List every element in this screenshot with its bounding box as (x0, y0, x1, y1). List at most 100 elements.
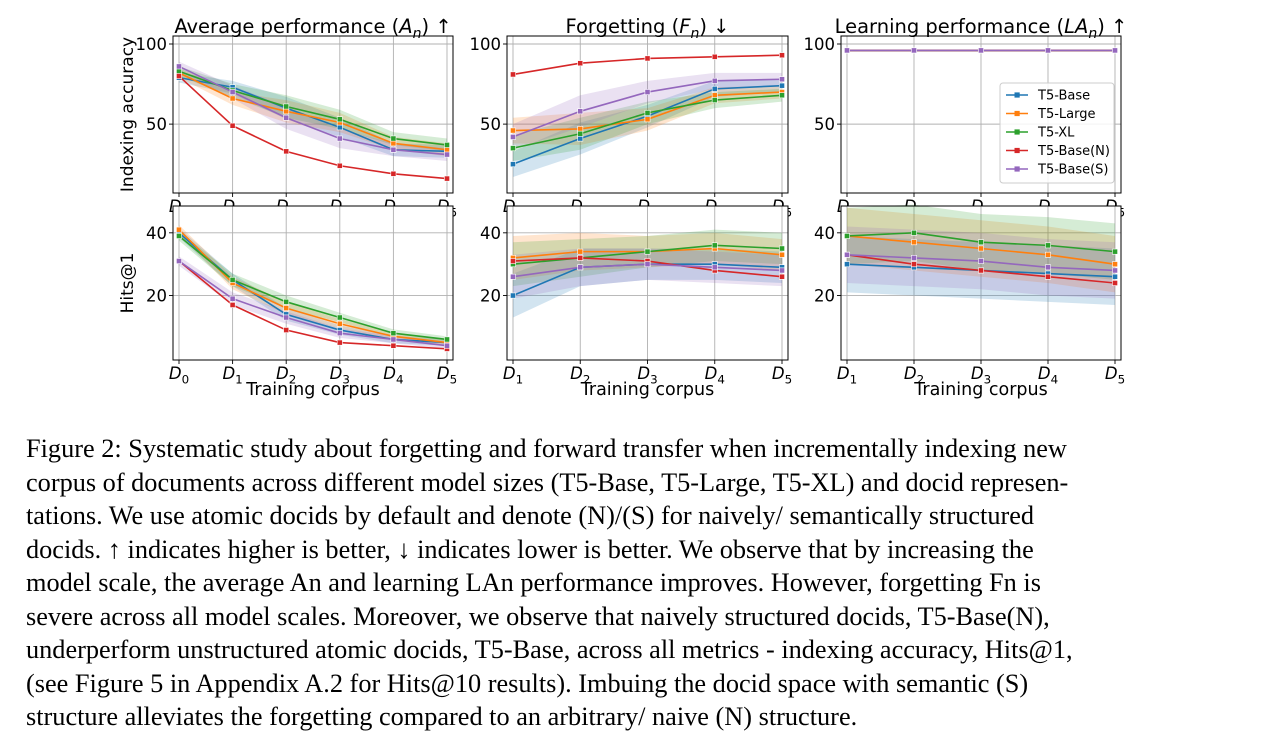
data-point (644, 55, 651, 62)
data-point (176, 73, 182, 79)
data-point (911, 47, 917, 54)
chart-panel-2: D1D2D3D4D550100Forgetting (Fn) ↓ (470, 15, 793, 220)
confidence-band (513, 88, 782, 161)
confidence-band (179, 66, 447, 152)
data-point (336, 339, 343, 346)
legend-marker (1014, 166, 1020, 172)
x-tick-label: D2 (570, 364, 590, 387)
y-tick-label: 40 (480, 224, 501, 243)
data-point (229, 95, 236, 102)
x-tick-label: D0 (169, 364, 189, 387)
series-line (178, 72, 448, 151)
data-point (644, 261, 651, 268)
data-point (283, 314, 290, 321)
data-point (978, 239, 984, 246)
x-tick-label: D1 (837, 364, 857, 387)
data-point (1045, 251, 1051, 258)
legend-entry: T5-Base(S) (1037, 163, 1109, 178)
data-point (229, 295, 236, 302)
caption-line: corpus of documents across different mod… (26, 467, 1069, 497)
data-point (844, 47, 850, 54)
legend-entry: T5-Base(N) (1037, 144, 1110, 159)
chart-title: Learning performance (LAn) ↑ (835, 15, 1128, 42)
legend-marker (1014, 147, 1020, 154)
y-tick-label: 40 (814, 224, 835, 243)
data-point (978, 258, 984, 264)
data-point (283, 305, 290, 311)
data-point (336, 330, 343, 337)
data-point (229, 122, 236, 129)
data-point (444, 146, 450, 153)
y-tick-label: 50 (480, 115, 501, 134)
caption-line: Figure 2: Systematic study about forgett… (26, 434, 1067, 463)
data-point (1045, 242, 1051, 249)
legend-entry: T5-Large (1037, 107, 1095, 122)
data-point (779, 82, 785, 89)
data-point (911, 229, 917, 236)
axes-frame (172, 205, 454, 361)
x-axis-label: Training corpus (580, 380, 714, 400)
data-point (779, 92, 785, 99)
legend-marker (1014, 129, 1020, 135)
data-point (844, 251, 850, 258)
legend: T5-Base T5-Large T5-XL T5-Base(N) T5-Base(S) (999, 82, 1115, 184)
data-point (283, 148, 290, 155)
legend-marker (1014, 110, 1020, 117)
x-tick-label: D2 (904, 364, 924, 387)
data-point (711, 264, 718, 271)
data-point (390, 330, 397, 337)
x-tick-label: D2 (276, 364, 296, 387)
data-point (176, 68, 182, 75)
data-point (229, 302, 236, 308)
data-point (336, 116, 343, 123)
x-axis-label: Training corpus (245, 380, 379, 400)
data-point (1045, 264, 1051, 271)
data-point (577, 126, 584, 132)
data-point (176, 63, 182, 70)
data-point (1045, 47, 1051, 54)
x-tick-label: D4 (1038, 364, 1058, 387)
chart-panel-3: D1D2D3D4D550100Learning performance (LAn… (804, 15, 1128, 220)
data-point (577, 108, 584, 115)
caption-line: docids. ↑ indicates higher is better, ↓ … (26, 534, 1034, 564)
data-point (779, 251, 785, 258)
data-point (911, 255, 917, 261)
data-point (577, 130, 584, 137)
data-point (1112, 273, 1118, 280)
data-point (577, 264, 584, 271)
data-point (336, 314, 343, 321)
data-point (229, 276, 236, 283)
legend-marker (1014, 92, 1020, 98)
legend-box (999, 82, 1115, 184)
data-point (1112, 261, 1118, 268)
x-tick-label: D5 (772, 364, 792, 387)
data-point (510, 258, 516, 264)
x-tick-label: D3 (971, 364, 991, 387)
data-point (711, 97, 718, 103)
x-tick-label: D5 (1105, 364, 1125, 387)
data-point (283, 114, 290, 121)
x-tick-label: D4 (383, 364, 403, 387)
data-point (779, 267, 785, 274)
data-point (510, 292, 516, 299)
legend-entry: T5-XL (1037, 126, 1075, 141)
chart-title: Forgetting (Fn) ↓ (565, 15, 729, 42)
x-tick-label: D3 (637, 364, 657, 387)
data-point (336, 135, 343, 142)
caption-line: model scale, the average An and learning… (26, 568, 1041, 597)
data-point (711, 92, 718, 99)
y-tick-label: 20 (814, 287, 835, 306)
data-point (510, 127, 516, 134)
data-point (176, 226, 182, 233)
data-point (283, 298, 290, 305)
data-point (390, 336, 397, 343)
data-point (510, 71, 516, 78)
data-point (444, 151, 450, 158)
chart-title: Average performance (An) ↑ (174, 15, 451, 42)
data-point (577, 135, 584, 142)
y-tick-label: 100 (804, 35, 836, 54)
data-point (644, 116, 651, 123)
data-point (844, 261, 850, 268)
caption-line: (see Figure 5 in Appendix A.2 for Hits@1… (26, 668, 1029, 698)
chart-panel-4: D0 D1 D2 D3 D4 D5 20 40 Training corpus Hits@1 (118, 205, 457, 400)
